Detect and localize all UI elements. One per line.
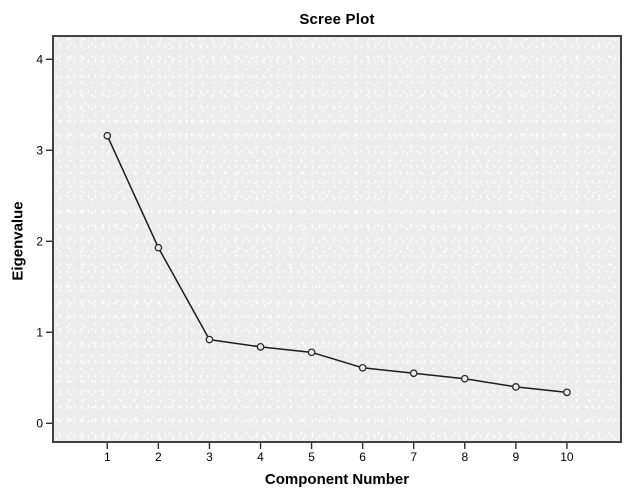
x-tick-label: 5 <box>308 450 315 464</box>
y-tick-label: 1 <box>36 325 43 339</box>
x-tick-label: 8 <box>461 450 468 464</box>
plot-area <box>52 35 622 443</box>
x-tick-label: 7 <box>410 450 417 464</box>
chart-title: Scree Plot <box>299 11 375 28</box>
y-tick-label: 4 <box>36 52 43 66</box>
x-tick-label: 9 <box>513 450 520 464</box>
x-tick-label: 4 <box>257 450 264 464</box>
y-tick-label: 2 <box>36 234 43 248</box>
y-axis-label: Eigenvalue <box>9 201 27 281</box>
x-tick-label: 1 <box>104 450 111 464</box>
x-tick-label: 6 <box>359 450 366 464</box>
y-tick-label: 3 <box>36 143 43 157</box>
x-tick-label: 10 <box>560 450 574 464</box>
y-tick-label: 0 <box>36 416 43 430</box>
x-tick-label: 3 <box>206 450 213 464</box>
x-tick-label: 2 <box>155 450 162 464</box>
x-axis-label: Component Number <box>264 471 410 488</box>
